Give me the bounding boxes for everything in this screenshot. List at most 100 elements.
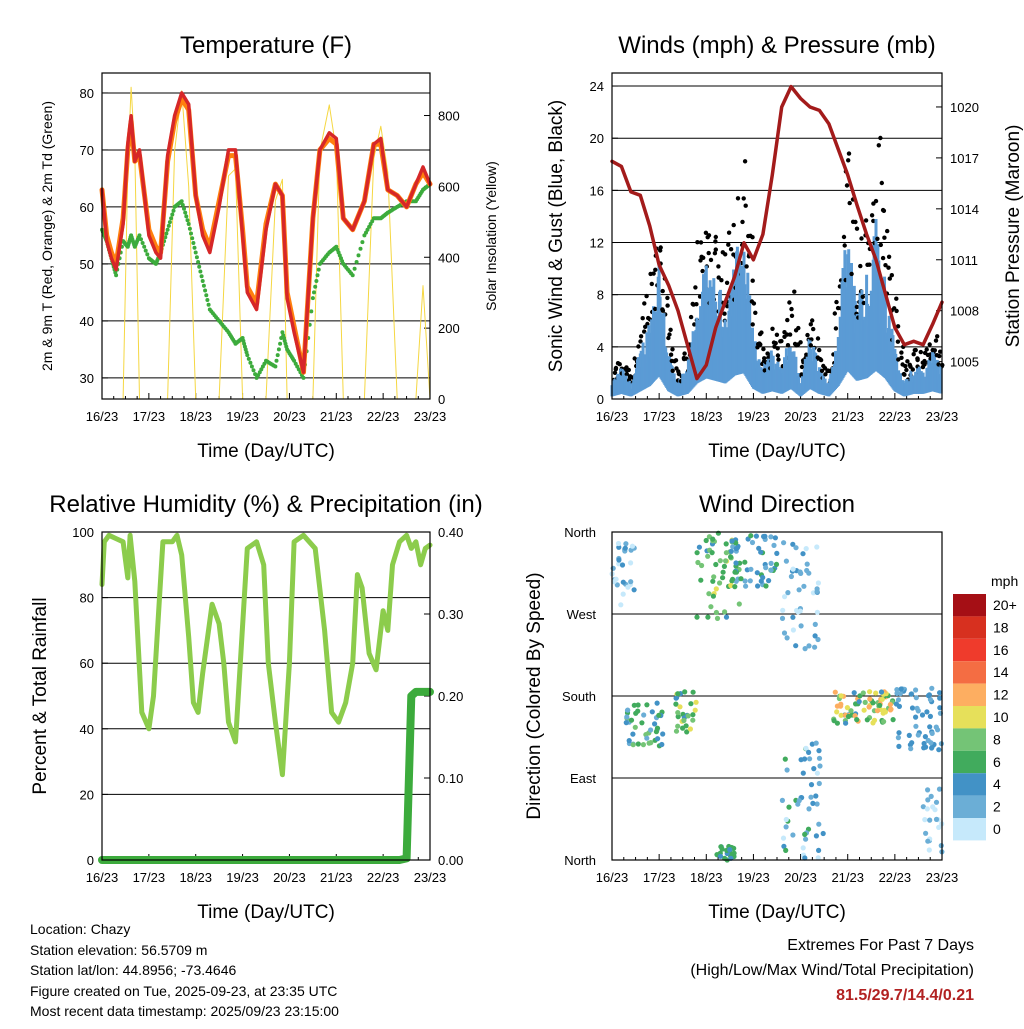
y-tick-label: 50 [80, 257, 94, 272]
point-direction [781, 540, 787, 546]
point-dewpoint [201, 283, 206, 288]
point-gust [722, 311, 727, 316]
plot-border [101, 531, 431, 861]
point-direction [703, 537, 709, 544]
point-direction [756, 545, 762, 551]
point-direction [806, 806, 812, 812]
point-dewpoint [194, 255, 199, 260]
point-direction [656, 712, 662, 718]
point-direction [710, 593, 717, 599]
point-direction [692, 707, 698, 713]
panel-title: Wind Direction [699, 491, 855, 518]
x-tick-label: 22/23 [879, 870, 912, 885]
point-direction [709, 550, 715, 556]
point-gust [932, 348, 937, 353]
point-dewpoint [143, 248, 148, 253]
point-direction [908, 691, 914, 697]
point-gust [673, 358, 679, 363]
point-gust [636, 344, 641, 349]
point-direction [690, 712, 696, 718]
point-direction [867, 696, 873, 702]
point-gust [653, 267, 658, 272]
point-gust [915, 357, 920, 363]
point-dewpoint [169, 216, 174, 221]
point-direction [625, 584, 631, 590]
point-direction [866, 704, 872, 710]
point-dewpoint [140, 241, 145, 245]
point-direction [639, 720, 645, 726]
point-dewpoint [314, 279, 319, 283]
location-text: Location: Chazy [30, 921, 131, 937]
point-gust [799, 372, 804, 377]
point-gust [842, 243, 847, 248]
point-direction [749, 539, 756, 546]
point-direction [713, 609, 720, 616]
point-direction [675, 691, 681, 697]
point-dewpoint [248, 360, 253, 365]
x-tick-label: 17/23 [133, 409, 166, 424]
point-gust [750, 235, 755, 240]
point-direction [936, 786, 943, 792]
point-direction [913, 695, 919, 701]
x-axis-label: Time (Day/UTC) [197, 441, 335, 462]
plot-border [611, 72, 943, 400]
point-gust [700, 268, 705, 274]
point-direction [655, 736, 661, 742]
point-direction [736, 601, 742, 607]
point-direction [790, 614, 796, 620]
point-direction [694, 614, 700, 620]
point-direction [687, 726, 694, 732]
point-direction [781, 630, 788, 636]
point-direction [813, 793, 819, 799]
plot-border [101, 72, 431, 400]
point-direction [814, 609, 821, 615]
point-gust [612, 370, 618, 375]
point-direction [834, 709, 840, 715]
point-direction [713, 561, 719, 568]
point-gust [645, 321, 650, 327]
point-direction [748, 566, 754, 572]
point-gust [876, 143, 881, 148]
point-direction [705, 553, 711, 559]
point-dewpoint [184, 214, 189, 219]
point-direction [659, 741, 665, 748]
point-direction [838, 712, 844, 718]
point-dewpoint [204, 293, 209, 298]
point-direction [784, 635, 790, 641]
point-gust [644, 293, 649, 299]
point-direction [742, 559, 748, 565]
y-tick-label: East [570, 771, 596, 786]
point-direction [713, 586, 719, 592]
point-dewpoint [145, 252, 150, 257]
point-direction [635, 702, 641, 708]
point-gust [668, 327, 673, 332]
point-direction [802, 831, 808, 838]
point-direction [722, 609, 728, 615]
point-direction [921, 745, 927, 751]
point-dewpoint [170, 212, 175, 217]
point-direction [926, 847, 932, 853]
point-direction [681, 717, 687, 724]
point-direction [718, 844, 724, 850]
point-gust [886, 265, 891, 270]
x-tick-label: 19/23 [226, 409, 259, 424]
point-direction [800, 770, 806, 776]
point-direction [796, 798, 802, 804]
point-gust [750, 322, 755, 327]
y-tick-label: 40 [80, 722, 94, 737]
point-gust [789, 306, 794, 312]
station-info: Location: Chazy Station elevation: 56.57… [30, 919, 339, 1022]
point-gust [670, 368, 675, 373]
point-direction [673, 701, 679, 707]
point-direction [925, 787, 931, 793]
point-direction [747, 578, 753, 584]
point-direction [673, 728, 680, 734]
point-direction [632, 724, 638, 730]
point-dewpoint [358, 246, 363, 251]
point-direction [710, 578, 716, 584]
point-direction [893, 701, 900, 707]
point-gust [778, 339, 783, 344]
y2-tick-label: 1014 [950, 202, 979, 217]
point-direction [896, 743, 902, 750]
